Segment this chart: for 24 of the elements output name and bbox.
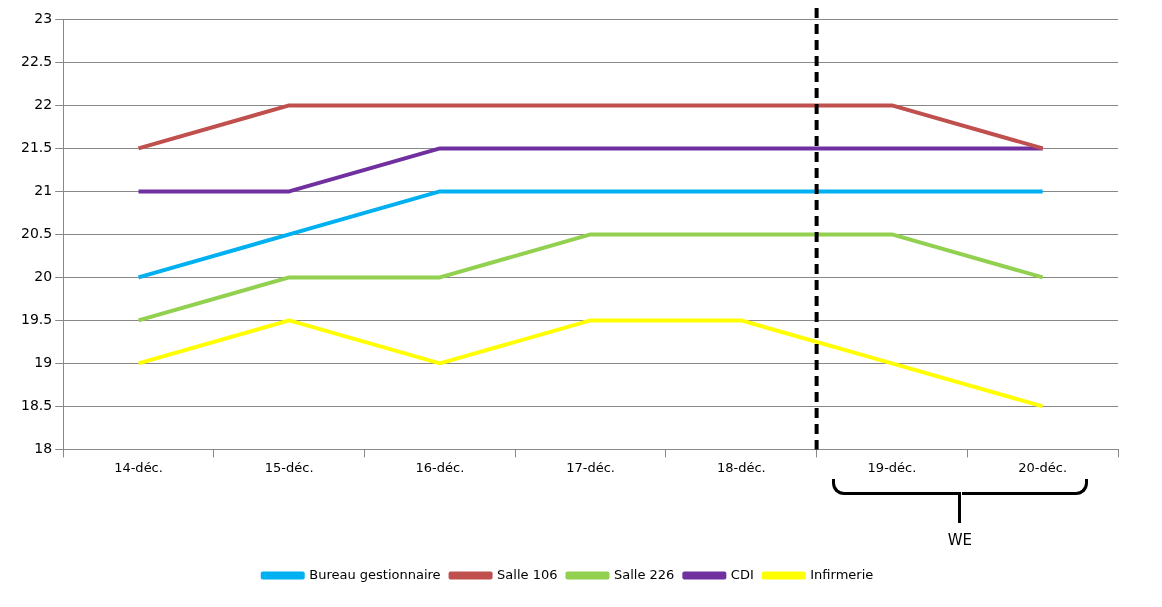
x-tick-label: 18-déc. — [716, 459, 766, 475]
x-tick-label: 16-déc. — [415, 459, 465, 475]
text: WE — [946, 531, 973, 550]
legend-label: Salle 106 — [497, 566, 558, 582]
x-tick-label: 14-déc. — [114, 459, 163, 475]
y-tick-label: 21 — [34, 182, 53, 199]
y-tick-label: 19 — [34, 354, 53, 371]
legend-label: Bureau gestionnaire — [309, 566, 441, 582]
x-tick-label: 15-déc. — [264, 459, 314, 475]
y-tick-label: 22.5 — [21, 53, 53, 70]
legend-label: CDI — [730, 566, 754, 582]
x-tick-label: 19-déc. — [867, 459, 917, 475]
y-tick-label: 20.5 — [21, 225, 53, 242]
y-tick-label: 18 — [34, 440, 53, 457]
legend-label: Salle 226 — [613, 566, 675, 582]
legend-label: Infirmerie — [810, 566, 874, 582]
y-tick-label: 21.5 — [21, 139, 53, 156]
y-tick-label: 20 — [34, 268, 53, 285]
x-tick-label: 20-déc. — [1018, 459, 1068, 475]
x-tick-label: 17-déc. — [566, 459, 615, 475]
y-tick-label: 18.5 — [21, 397, 53, 414]
y-tick-label: 23 — [34, 10, 53, 27]
y-tick-label: 19.5 — [21, 311, 53, 328]
y-tick-label: 22 — [34, 96, 53, 113]
